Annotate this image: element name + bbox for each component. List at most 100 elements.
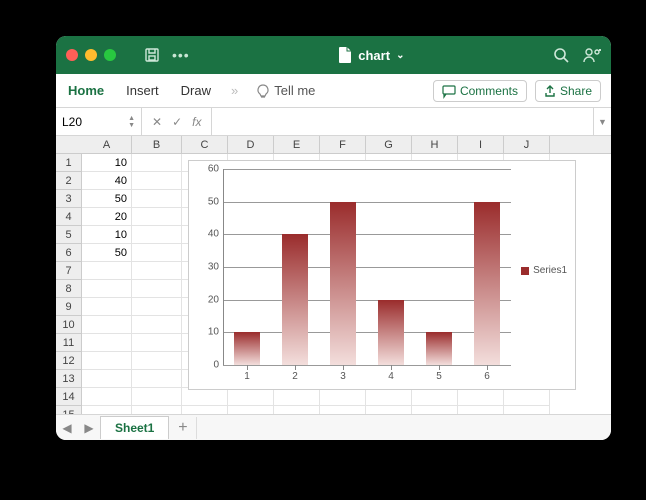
cell[interactable]: 20	[82, 208, 132, 226]
tell-me-search[interactable]: Tell me	[256, 83, 315, 98]
cell[interactable]	[458, 406, 504, 414]
ribbon-overflow-icon[interactable]: »	[231, 83, 238, 98]
cell[interactable]	[412, 388, 458, 406]
cell[interactable]	[132, 262, 182, 280]
maximize-window-button[interactable]	[104, 49, 116, 61]
close-window-button[interactable]	[66, 49, 78, 61]
cell[interactable]	[504, 406, 550, 414]
column-header[interactable]: I	[458, 136, 504, 153]
cell[interactable]	[132, 406, 182, 414]
chart-legend[interactable]: Series1	[521, 265, 567, 276]
search-icon[interactable]	[553, 47, 569, 63]
cell[interactable]	[182, 388, 228, 406]
cell[interactable]	[132, 226, 182, 244]
cell[interactable]	[132, 334, 182, 352]
formula-input[interactable]	[212, 108, 593, 135]
cell[interactable]	[82, 262, 132, 280]
cell[interactable]	[82, 388, 132, 406]
cell[interactable]	[132, 280, 182, 298]
column-header[interactable]: B	[132, 136, 182, 153]
cell[interactable]: 50	[82, 244, 132, 262]
cell[interactable]	[132, 352, 182, 370]
row-header[interactable]: 9	[56, 298, 81, 316]
cancel-formula-icon[interactable]: ✕	[152, 115, 162, 129]
sheet-tab-active[interactable]: Sheet1	[100, 416, 169, 439]
column-header[interactable]: E	[274, 136, 320, 153]
row-header[interactable]: 14	[56, 388, 81, 406]
cell[interactable]	[132, 316, 182, 334]
cell[interactable]	[412, 406, 458, 414]
cell[interactable]	[132, 190, 182, 208]
formula-expand-icon[interactable]: ▼	[593, 108, 611, 135]
cell[interactable]: 50	[82, 190, 132, 208]
fx-label[interactable]: fx	[192, 115, 201, 129]
row-header[interactable]: 4	[56, 208, 81, 226]
column-header[interactable]: J	[504, 136, 550, 153]
tab-draw[interactable]: Draw	[179, 77, 213, 104]
comments-button[interactable]: Comments	[433, 80, 527, 102]
cell[interactable]	[132, 208, 182, 226]
accept-formula-icon[interactable]: ✓	[172, 115, 182, 129]
chart-bar[interactable]	[330, 202, 357, 365]
cell[interactable]	[82, 406, 132, 414]
name-box[interactable]: L20 ▲▼	[56, 108, 142, 135]
spreadsheet-grid[interactable]: ABCDEFGHIJ 123456789101112131415 1040502…	[56, 136, 611, 414]
row-header[interactable]: 13	[56, 370, 81, 388]
cell[interactable]	[132, 370, 182, 388]
row-header[interactable]: 12	[56, 352, 81, 370]
cell[interactable]	[82, 334, 132, 352]
column-header[interactable]: H	[412, 136, 458, 153]
cell[interactable]	[458, 388, 504, 406]
row-header[interactable]: 2	[56, 172, 81, 190]
cell[interactable]	[82, 370, 132, 388]
chevron-down-icon[interactable]: ⌄	[396, 50, 404, 61]
cell[interactable]	[82, 280, 132, 298]
tab-insert[interactable]: Insert	[124, 77, 161, 104]
column-header[interactable]: C	[182, 136, 228, 153]
cell[interactable]: 40	[82, 172, 132, 190]
cell[interactable]	[366, 388, 412, 406]
cell[interactable]	[274, 388, 320, 406]
column-header[interactable]: A	[82, 136, 132, 153]
row-header[interactable]: 1	[56, 154, 81, 172]
chart-bar[interactable]	[426, 332, 453, 365]
cell[interactable]	[228, 406, 274, 414]
chart-bar[interactable]	[378, 300, 405, 365]
row-header[interactable]: 10	[56, 316, 81, 334]
row-header[interactable]: 6	[56, 244, 81, 262]
cell[interactable]	[504, 388, 550, 406]
row-headers[interactable]: 123456789101112131415	[56, 154, 82, 414]
cell[interactable]	[132, 172, 182, 190]
cell[interactable]	[320, 406, 366, 414]
share-people-icon[interactable]	[583, 47, 601, 63]
chart-bar[interactable]	[234, 332, 261, 365]
save-icon[interactable]	[144, 47, 160, 63]
column-header[interactable]: G	[366, 136, 412, 153]
cell[interactable]	[132, 244, 182, 262]
column-headers[interactable]: ABCDEFGHIJ	[56, 136, 611, 154]
cell[interactable]	[366, 406, 412, 414]
embedded-chart[interactable]: 0102030405060123456 Series1	[188, 160, 576, 390]
chart-bar[interactable]	[282, 234, 309, 365]
add-sheet-button[interactable]: +	[169, 417, 197, 439]
share-button[interactable]: Share	[535, 80, 601, 102]
cell[interactable]: 10	[82, 226, 132, 244]
cell[interactable]	[228, 388, 274, 406]
tab-home[interactable]: Home	[66, 77, 106, 104]
row-header[interactable]: 7	[56, 262, 81, 280]
row-header[interactable]: 15	[56, 406, 81, 414]
cell[interactable]	[132, 388, 182, 406]
more-icon[interactable]: •••	[172, 47, 190, 63]
sheet-nav-next[interactable]: ▶	[78, 421, 100, 435]
cell[interactable]	[132, 154, 182, 172]
cell[interactable]	[82, 298, 132, 316]
cell[interactable]	[132, 298, 182, 316]
minimize-window-button[interactable]	[85, 49, 97, 61]
cell[interactable]	[274, 406, 320, 414]
row-header[interactable]: 5	[56, 226, 81, 244]
row-header[interactable]: 11	[56, 334, 81, 352]
row-header[interactable]: 3	[56, 190, 81, 208]
name-box-stepper[interactable]: ▲▼	[128, 115, 135, 129]
document-title[interactable]: chart	[358, 48, 390, 63]
column-header[interactable]: D	[228, 136, 274, 153]
